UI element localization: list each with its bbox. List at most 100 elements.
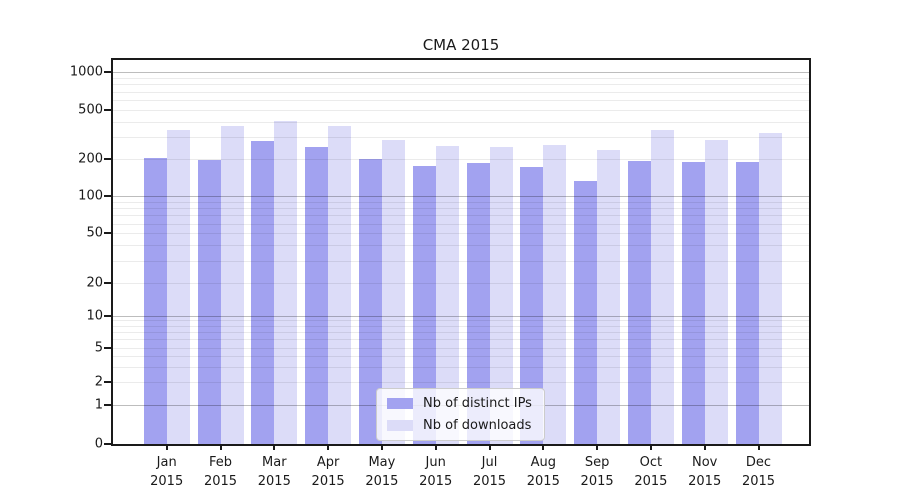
x-tick-label-sep: Sep 2015 <box>580 455 614 489</box>
gridline-minor-300 <box>113 137 809 139</box>
bar-distinct-ips-jul <box>466 162 490 444</box>
y-tick-label-1: 1 <box>94 397 103 413</box>
bar-downloads-nov <box>704 139 728 444</box>
y-tick-100 <box>104 195 111 198</box>
bar-distinct-ips-apr <box>305 146 329 444</box>
y-tick-label-200: 200 <box>78 151 103 167</box>
y-tick-5 <box>104 347 111 349</box>
bar-downloads-may <box>381 139 405 444</box>
bar-downloads-apr <box>328 125 352 444</box>
x-tick-label-may: May 2015 <box>365 455 399 489</box>
gridline-minor-700 <box>113 91 809 93</box>
y-tick-label-1000: 1000 <box>69 64 103 80</box>
x-tick-label-dec: Dec 2015 <box>741 455 776 489</box>
legend: Nb of distinct IPs Nb of downloads <box>376 388 545 441</box>
bar-downloads-jun <box>435 145 459 444</box>
y-tick-label-10: 10 <box>86 308 103 323</box>
gridline-minor-30 <box>113 260 809 262</box>
bar-downloads-oct <box>650 129 674 444</box>
x-tick-sep <box>596 444 599 450</box>
bar-downloads-jan <box>166 129 190 444</box>
gridline-minor-500 <box>113 109 809 111</box>
x-tick-label-aug: Aug 2015 <box>526 455 560 489</box>
gridline-minor-40 <box>113 245 809 247</box>
gridline-minor-4 <box>113 356 809 358</box>
x-tick-apr <box>327 444 330 450</box>
y-tick-1000 <box>104 71 111 74</box>
x-tick-aug <box>542 444 545 450</box>
gridline-minor-400 <box>113 121 809 123</box>
gridline-minor-800 <box>113 84 809 86</box>
x-tick-label-mar: Mar 2015 <box>257 455 291 489</box>
bar-downloads-sep <box>597 149 621 444</box>
bar-distinct-ips-may <box>358 158 382 444</box>
y-tick-200 <box>104 157 111 160</box>
x-tick-label-jun: Jun 2015 <box>419 455 453 489</box>
y-tick-2 <box>104 381 111 384</box>
legend-item-downloads: Nb of downloads <box>387 418 532 433</box>
legend-item-distinct-ips: Nb of distinct IPs <box>387 396 532 411</box>
gridline-minor-20 <box>113 282 809 284</box>
gridline-minor-2 <box>113 382 809 384</box>
gridline-major-10 <box>113 315 809 317</box>
gridline-minor-5 <box>113 348 809 349</box>
legend-label-downloads: Nb of downloads <box>423 418 532 433</box>
y-tick-label-20: 20 <box>86 275 103 291</box>
gridline-minor-6 <box>113 339 809 341</box>
bar-distinct-ips-aug <box>520 167 544 444</box>
y-tick-label-100: 100 <box>78 188 103 204</box>
plot-area: Nb of distinct IPs Nb of downloads 0 1 2 5 1… <box>70 58 811 489</box>
x-tick-oct <box>649 444 652 450</box>
x-tick-label-jul: Jul 2015 <box>472 455 507 489</box>
gridline-major-100 <box>113 196 809 198</box>
bar-downloads-aug <box>543 145 567 444</box>
gridline-minor-900 <box>113 77 809 79</box>
gridline-minor-60 <box>113 223 809 225</box>
x-tick-jul <box>488 444 491 450</box>
y-tick-label-0: 0 <box>94 436 103 452</box>
gridline-minor-50 <box>113 233 809 235</box>
gridline-minor-80 <box>113 208 809 210</box>
bar-distinct-ips-sep <box>574 180 598 444</box>
legend-swatch-distinct-ips <box>387 398 413 409</box>
legend-swatch-downloads <box>387 420 413 431</box>
y-tick-label-500: 500 <box>78 102 103 118</box>
bar-distinct-ips-mar <box>251 140 275 444</box>
bar-distinct-ips-jan <box>143 157 167 444</box>
bar-downloads-feb <box>220 125 244 444</box>
bar-distinct-ips-feb <box>197 159 221 444</box>
x-tick-label-apr: Apr 2015 <box>311 455 345 489</box>
gridline-minor-7 <box>113 332 809 334</box>
x-tick-dec <box>757 444 760 450</box>
x-tick-may <box>380 444 383 450</box>
gridline-minor-90 <box>113 201 809 203</box>
legend-label-distinct-ips: Nb of distinct IPs <box>423 396 532 411</box>
gridline-minor-70 <box>113 215 809 217</box>
bar-distinct-ips-dec <box>735 161 759 444</box>
x-tick-label-feb: Feb 2015 <box>203 455 238 489</box>
x-tick-label-nov: Nov 2015 <box>688 455 722 489</box>
bar-distinct-ips-jun <box>412 165 436 444</box>
x-tick-mar <box>273 444 276 450</box>
x-tick-label-jan: Jan 2015 <box>150 455 184 489</box>
gridline-minor-8 <box>113 325 809 327</box>
gridline-minor-9 <box>113 320 809 322</box>
gridline-minor-3 <box>113 367 809 369</box>
x-tick-feb <box>219 444 222 450</box>
x-tick-jun <box>434 444 437 450</box>
bar-downloads-jul <box>489 146 513 444</box>
bar-distinct-ips-nov <box>681 161 705 444</box>
gridline-minor-600 <box>113 99 809 101</box>
bar-distinct-ips-oct <box>627 160 651 444</box>
x-tick-nov <box>703 444 706 450</box>
gridline-minor-200 <box>113 158 809 160</box>
chart-title: CMA 2015 <box>422 36 500 54</box>
y-tick-50 <box>104 232 111 235</box>
gridline-major-1000 <box>113 72 809 74</box>
y-tick-1 <box>104 403 111 406</box>
bar-downloads-mar <box>274 121 298 444</box>
y-tick-0 <box>104 443 111 445</box>
x-tick-jan <box>165 444 168 450</box>
x-tick-label-oct: Oct 2015 <box>634 455 668 489</box>
